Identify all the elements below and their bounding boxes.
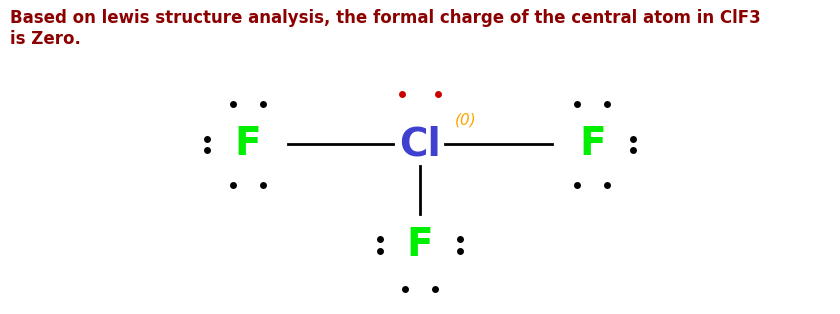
Text: F: F xyxy=(234,125,261,164)
Text: F: F xyxy=(579,125,606,164)
Text: F: F xyxy=(407,226,433,264)
Text: Based on lewis structure analysis, the formal charge of the central atom in ClF3: Based on lewis structure analysis, the f… xyxy=(10,9,761,48)
Text: (0): (0) xyxy=(455,112,477,127)
Text: Cl: Cl xyxy=(399,125,441,164)
